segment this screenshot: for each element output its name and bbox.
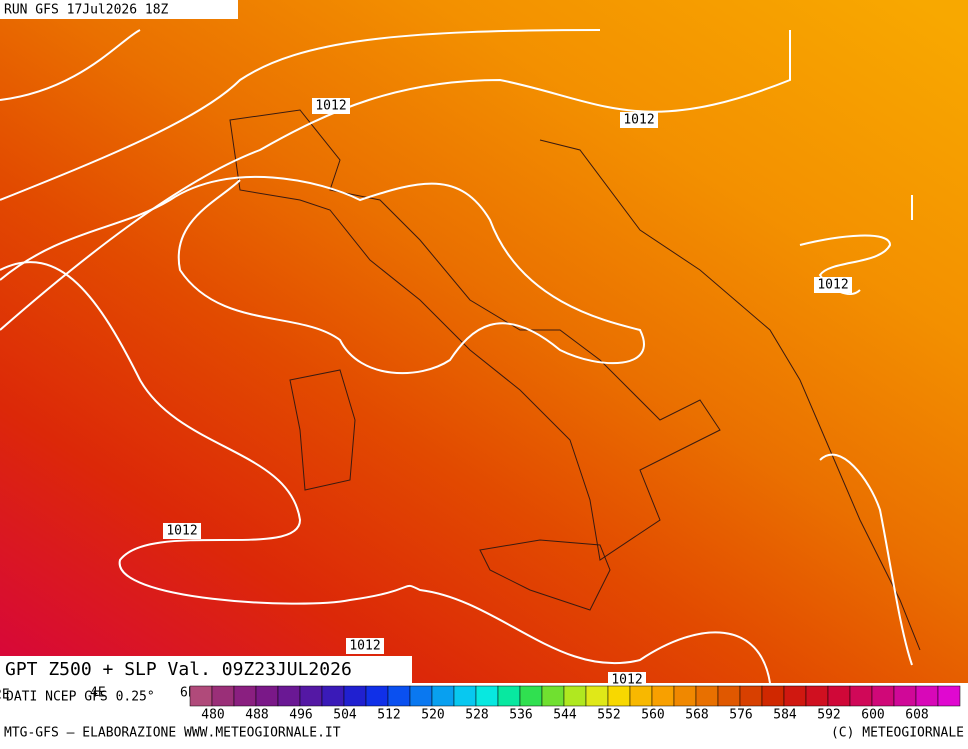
colorbar-cell bbox=[739, 685, 763, 707]
balkans bbox=[539, 139, 921, 651]
colorbar-cell bbox=[387, 685, 411, 707]
isobar-label: 1012 bbox=[817, 278, 848, 293]
isobar-label: 1012 bbox=[166, 524, 197, 539]
colorbar-cell bbox=[343, 685, 367, 707]
colorbar-tick: 568 bbox=[685, 708, 708, 723]
isobar-label-box bbox=[608, 672, 646, 688]
run-label: RUN GFS 17Jul2026 18Z bbox=[4, 3, 169, 18]
colorbar-cell bbox=[651, 685, 675, 707]
run-box bbox=[0, 0, 238, 19]
colorbar-cell bbox=[321, 685, 345, 707]
colorbar-cell bbox=[497, 685, 521, 707]
colorbar-cell bbox=[937, 685, 961, 707]
footer-right: (C) METEOGIORNALE bbox=[831, 726, 964, 741]
colorbar-tick: 584 bbox=[773, 708, 797, 723]
colorbar-cell bbox=[563, 685, 587, 707]
colorbar-cell bbox=[519, 685, 543, 707]
isobar-label: 1012 bbox=[623, 113, 654, 128]
colorbar-cell bbox=[365, 685, 389, 707]
sicily bbox=[479, 539, 611, 611]
isobar-label: 1012 bbox=[611, 673, 642, 688]
colorbar-cell bbox=[607, 685, 631, 707]
field bbox=[0, 0, 968, 683]
sardinia bbox=[289, 369, 356, 491]
colorbar-tick: 608 bbox=[905, 708, 928, 723]
colorbar-cell bbox=[629, 685, 653, 707]
colorbar-cell bbox=[431, 685, 455, 707]
colorbar-tick: 504 bbox=[333, 708, 357, 723]
colorbar-cell bbox=[299, 685, 323, 707]
isobar-label-box bbox=[163, 523, 201, 539]
colorbar-cell bbox=[277, 685, 301, 707]
colorbar-cell bbox=[409, 685, 433, 707]
colorbar-cell bbox=[827, 685, 851, 707]
colorbar-cell bbox=[541, 685, 565, 707]
isobars bbox=[0, 29, 913, 684]
title-box bbox=[0, 656, 412, 684]
footer-left: MTG-GFS — ELABORAZIONE WWW.METEOGIORNALE… bbox=[4, 726, 341, 741]
colorbar-tick: 592 bbox=[817, 708, 840, 723]
colorbar-cell bbox=[783, 685, 807, 707]
colorbar-tick: 552 bbox=[597, 708, 620, 723]
lon-label: 2E bbox=[0, 688, 10, 703]
colorbar-tick: 528 bbox=[465, 708, 488, 723]
map-title: GPT Z500 + SLP Val. 09Z23JUL2026 bbox=[5, 659, 352, 680]
colorbar-tick: 536 bbox=[509, 708, 532, 723]
colorbar-cell bbox=[717, 685, 741, 707]
isobar-label-box bbox=[312, 98, 350, 114]
colorbar-tick: 512 bbox=[377, 708, 400, 723]
colorbar-cell bbox=[673, 685, 697, 707]
lon-label: 4E bbox=[90, 686, 106, 701]
isobar-label: 1012 bbox=[349, 639, 380, 654]
colorbar-tick: 600 bbox=[861, 708, 884, 723]
isobar-label: 1012 bbox=[315, 99, 346, 114]
colorbar-cell bbox=[805, 685, 829, 707]
colorbar-tick: 544 bbox=[553, 708, 577, 723]
colorbar-cell bbox=[255, 685, 279, 707]
colorbar-cell bbox=[695, 685, 719, 707]
colorbar-tick: 560 bbox=[641, 708, 664, 723]
colorbar-cell bbox=[761, 685, 785, 707]
colorbar-tick: 520 bbox=[421, 708, 444, 723]
isobar-label-box bbox=[814, 277, 852, 293]
colorbar-cell bbox=[893, 685, 917, 707]
colorbar-tick: 496 bbox=[289, 708, 312, 723]
colorbar-tick: 488 bbox=[245, 708, 268, 723]
colorbar-cell bbox=[453, 685, 477, 707]
colorbar-cell bbox=[849, 685, 873, 707]
source-label: DATI NCEP GFS 0.25° bbox=[6, 690, 155, 705]
colorbar-cell bbox=[211, 685, 235, 707]
colorbar-cell bbox=[475, 685, 499, 707]
isobar-label-box bbox=[620, 112, 658, 128]
colorbar-cell bbox=[585, 685, 609, 707]
isobar-label-box bbox=[346, 638, 384, 654]
colorbar-cell bbox=[915, 685, 939, 707]
colorbar-tick: 480 bbox=[201, 708, 224, 723]
colorbar-cell bbox=[233, 685, 257, 707]
colorbar-tick: 576 bbox=[729, 708, 752, 723]
coastline bbox=[229, 109, 721, 561]
colorbar-cell bbox=[189, 685, 213, 707]
colorbar-cell bbox=[871, 685, 895, 707]
